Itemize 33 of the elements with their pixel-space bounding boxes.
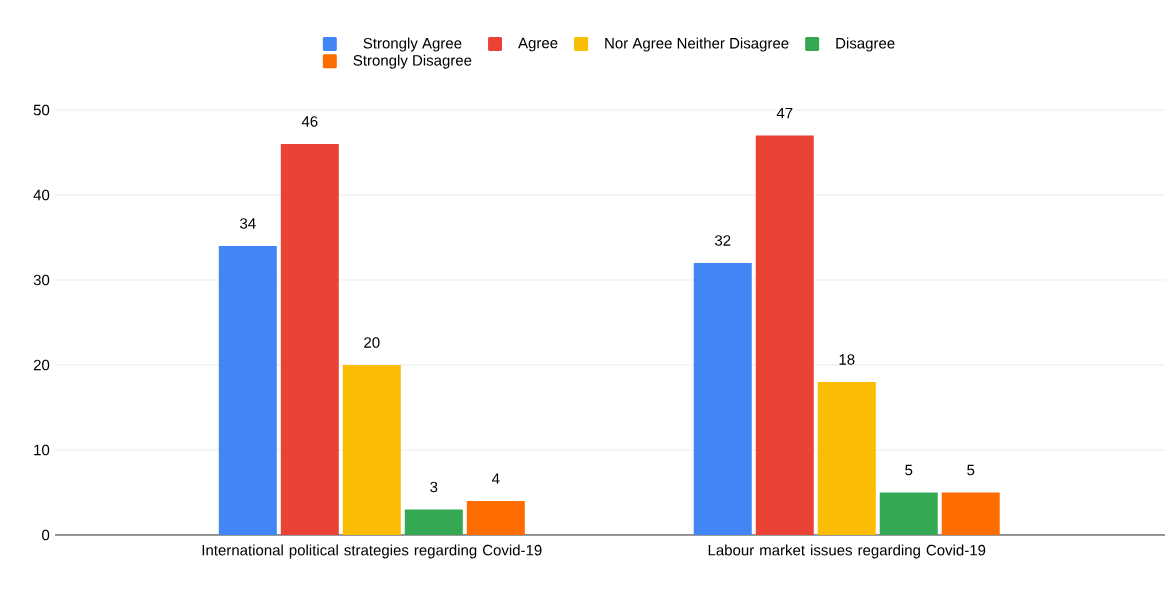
data-label: 4 [491,473,500,484]
bar [342,364,401,535]
legend-label: Agree [518,37,558,52]
y-tick-label: 30 [33,274,50,286]
bar [404,509,463,535]
y-tick-label: 40 [33,189,50,201]
y-tick-label: 0 [42,529,50,541]
data-label: 18 [839,354,855,365]
legend-label: Strongly Disagree [353,54,472,69]
data-label: 47 [776,107,793,119]
legend-label: Nor Agree Neither Disagree [605,37,789,52]
data-label: 46 [301,116,318,127]
bar [879,492,938,535]
bar [693,262,752,535]
y-tick-label: 20 [33,359,50,371]
bar [218,245,277,535]
y-tick-label: 10 [34,444,50,456]
legend-label: Strongly Agree [363,37,462,52]
y-tick-label: 50 [33,104,50,116]
bar [755,135,814,535]
x-tick-label: International political strategies regarding Covid-19 [202,544,542,559]
data-label: 3 [430,481,438,493]
data-label: 34 [240,218,256,229]
data-label: 32 [714,235,731,246]
data-label: 20 [364,337,380,348]
bar [817,381,876,535]
legend-label: Disagree [836,37,895,52]
bar [941,492,1000,535]
bar [466,500,525,535]
x-tick-label: Labour market issues regarding Covid-19 [708,544,986,559]
data-label: 5 [905,464,913,476]
data-label: 5 [967,464,975,476]
bar [280,144,339,535]
